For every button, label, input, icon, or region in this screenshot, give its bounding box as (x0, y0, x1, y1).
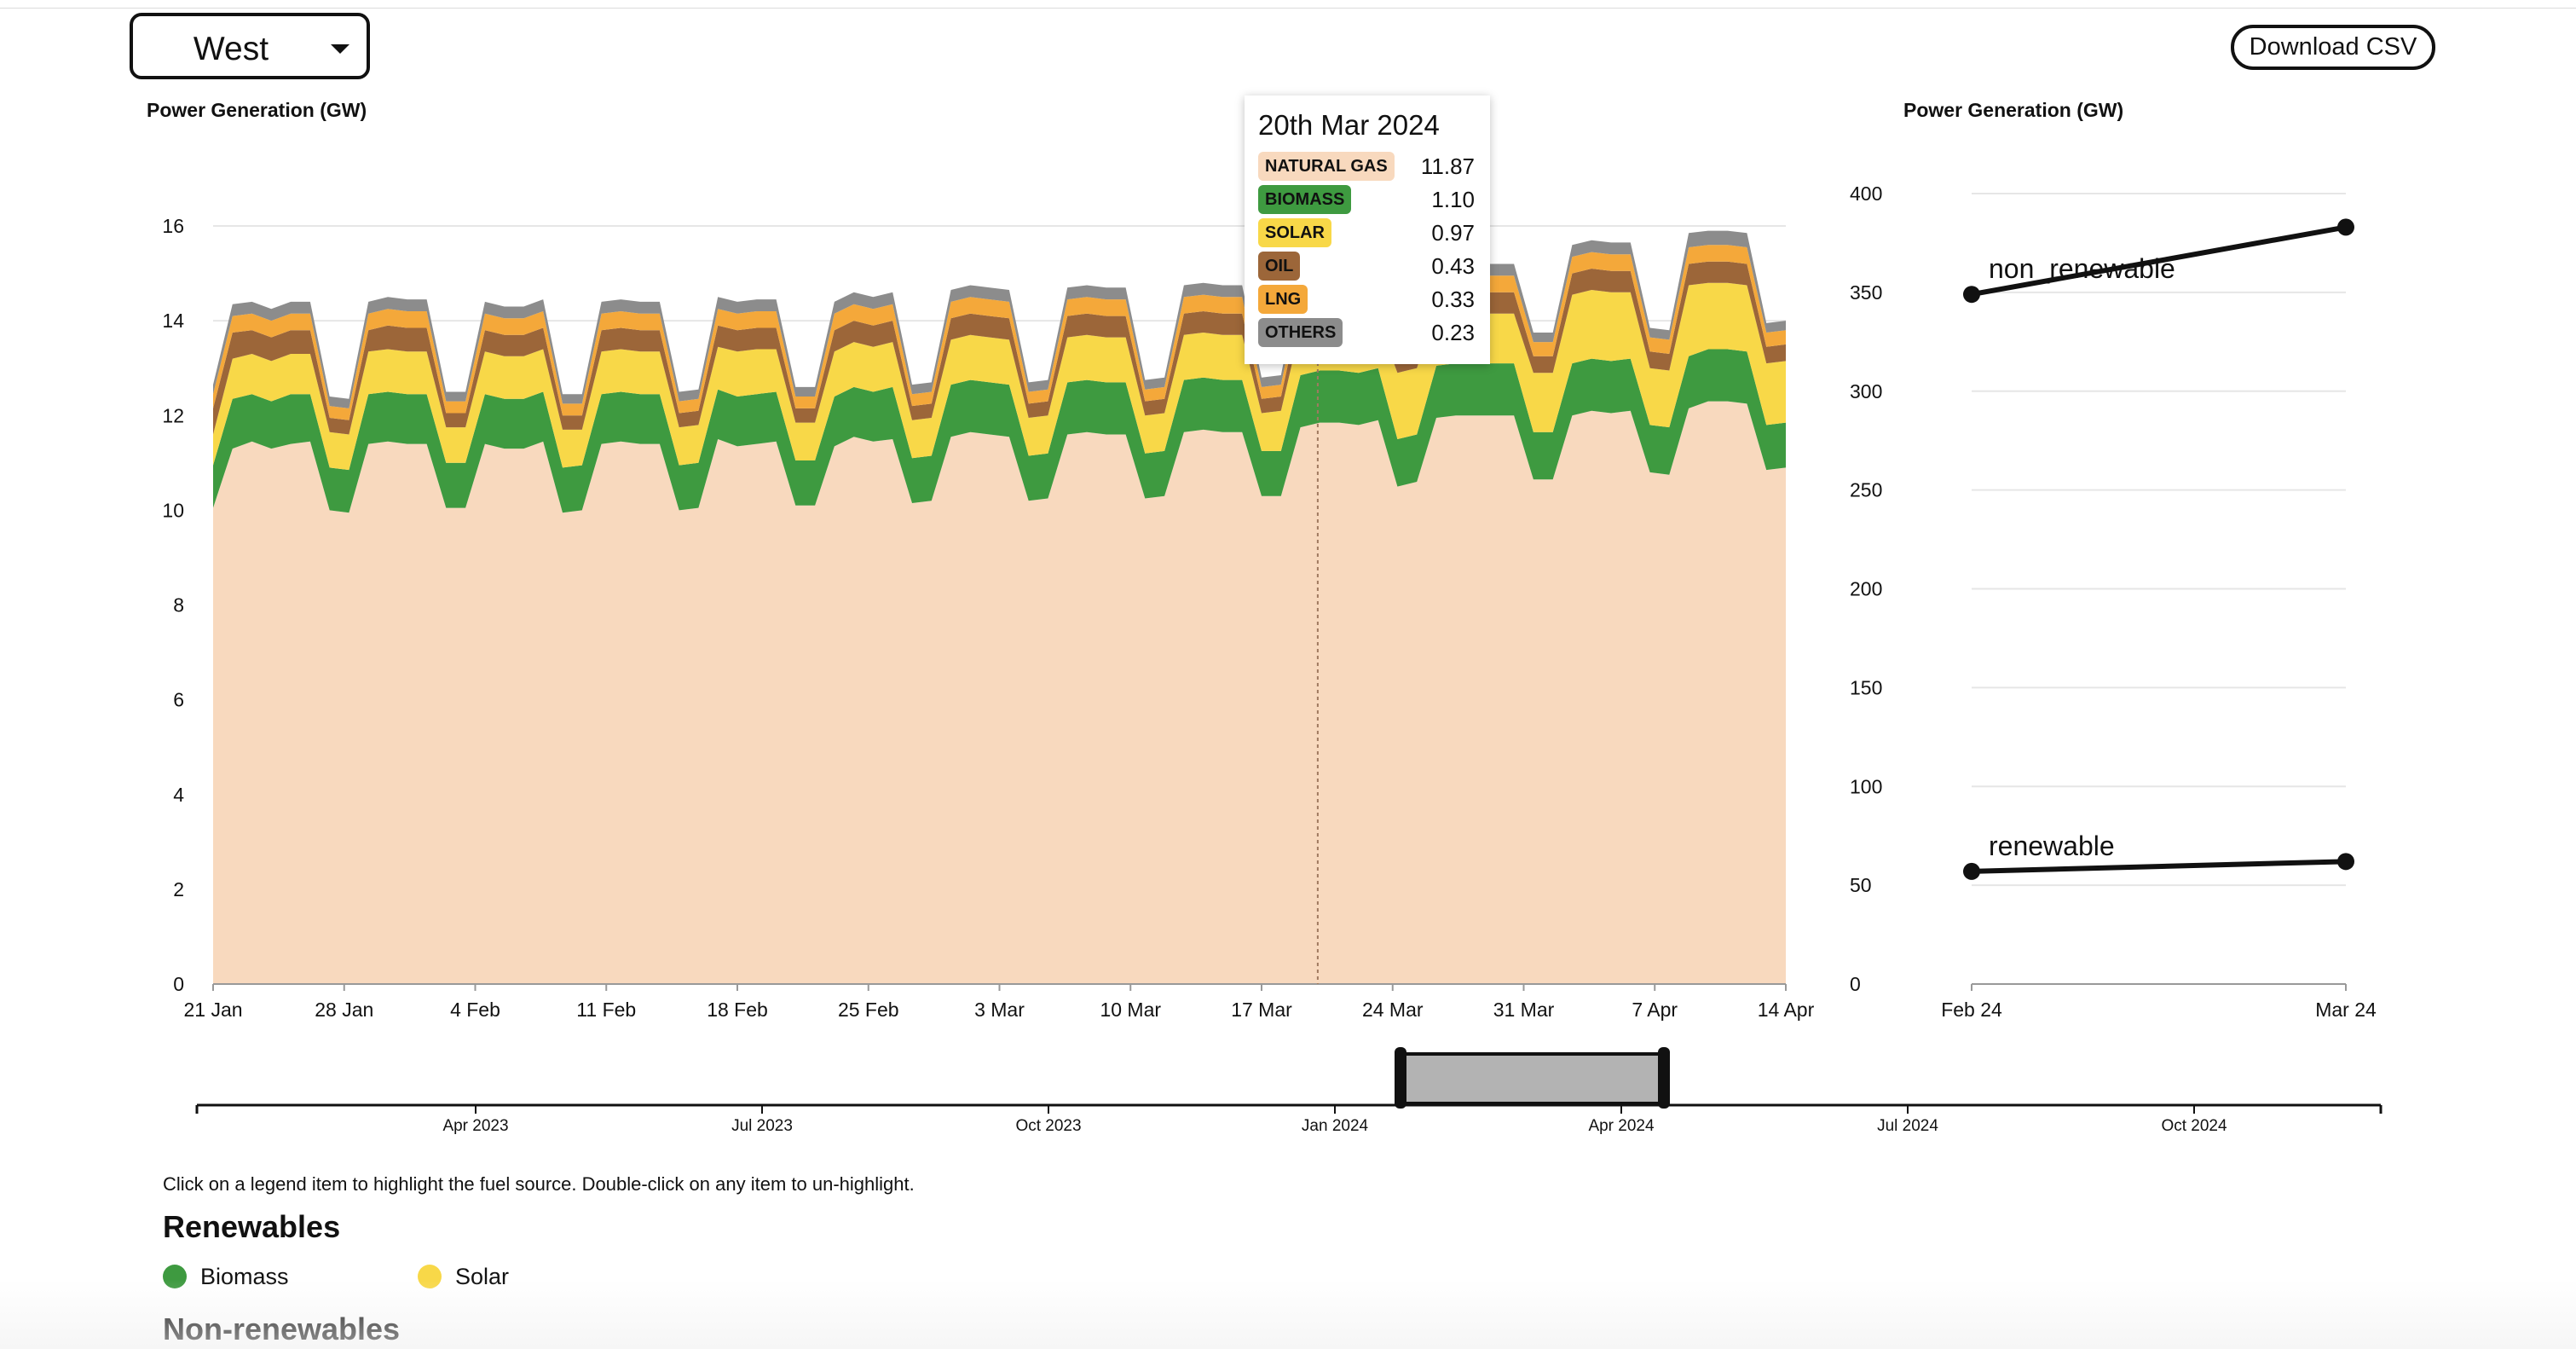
y-tick-label: 16 (162, 215, 184, 237)
biomass-color-dot (163, 1265, 187, 1288)
x-tick-label: 10 Mar (1100, 999, 1161, 1021)
main-chart-y-axis-title: Power Generation (GW) (147, 99, 367, 121)
side-chart-y-axis-title: Power Generation (GW) (1903, 99, 2124, 121)
tooltip-value: 11.87 (1420, 153, 1475, 179)
y-tick-label: 300 (1850, 380, 1882, 402)
brush-tick-label: Jul 2024 (1877, 1117, 1938, 1135)
x-tick-label: 11 Feb (576, 999, 636, 1021)
x-tick-label: 3 Mar (974, 999, 1025, 1021)
brush-tick-label: Jul 2023 (731, 1117, 793, 1135)
legend-item-solar[interactable]: Solar (418, 1262, 554, 1291)
data-point[interactable] (1963, 286, 1980, 304)
y-tick-label: 6 (173, 689, 184, 711)
y-tick-label: 14 (162, 310, 184, 332)
y-tick-label: 100 (1850, 775, 1882, 797)
tooltip-chip: NATURAL GAS (1258, 152, 1395, 181)
y-tick-label: 4 (173, 784, 184, 806)
x-tick-label: Feb 24 (1941, 999, 2002, 1021)
x-tick-label: 24 Mar (1362, 999, 1424, 1021)
tooltip-row-oil: OIL 0.43 (1258, 252, 1476, 282)
x-tick-label: 4 Feb (450, 999, 500, 1021)
tooltip-chip: OTHERS (1258, 318, 1343, 347)
top-border (0, 0, 2576, 9)
x-tick-label: 18 Feb (707, 999, 768, 1021)
brush-tick-label: Oct 2024 (2161, 1117, 2227, 1135)
y-tick-label: 0 (1850, 973, 1861, 995)
tooltip-row-others: OTHERS 0.23 (1258, 318, 1476, 349)
series-label: renewable (1989, 831, 2115, 861)
tooltip-row-natural-gas: NATURAL GAS 11.87 (1258, 152, 1476, 182)
tooltip-row-solar: SOLAR 0.97 (1258, 218, 1476, 249)
series-label: non_renewable (1989, 253, 2175, 284)
brush-tick-label: Apr 2023 (442, 1117, 508, 1135)
time-range-brush[interactable]: Apr 2023 Jul 2023 Oct 2023 Jan 2024 Apr 2024… (195, 1047, 2383, 1135)
solar-color-dot (418, 1265, 442, 1288)
area-series-oil[interactable] (213, 261, 1786, 435)
renewables-heading: Renewables (163, 1209, 341, 1244)
y-tick-label: 200 (1850, 578, 1882, 600)
area-series-lng[interactable] (213, 245, 1786, 420)
tooltip-chip: OIL (1258, 252, 1301, 281)
x-tick-label: 14 Apr (1758, 999, 1815, 1021)
brush-handle-left[interactable] (1395, 1047, 1406, 1109)
region-dropdown[interactable]: West (130, 13, 370, 79)
download-csv-button[interactable]: Download CSV (2231, 25, 2435, 70)
x-tick-label: 31 Mar (1493, 999, 1555, 1021)
legend-item-label: Solar (455, 1264, 510, 1289)
generation-stacked-area-chart[interactable]: 0 2 4 6 8 10 12 14 16 21 Jan 28 Jan 4 Feb 11 Feb 18 F… (162, 215, 1814, 1021)
tooltip-value: 0.33 (1431, 287, 1475, 312)
legend-item-label: Biomass (200, 1264, 289, 1289)
brush-selection[interactable] (1399, 1052, 1666, 1105)
line-series-renewable[interactable] (1971, 859, 2347, 874)
tooltip-value: 0.97 (1431, 220, 1475, 246)
x-tick-label: 28 Jan (315, 999, 373, 1021)
y-tick-label: 2 (173, 878, 184, 900)
x-tick-label: Mar 24 (2315, 999, 2377, 1021)
data-point[interactable] (2337, 218, 2354, 236)
charts-canvas: 0 2 4 6 8 10 12 14 16 21 Jan 28 Jan 4 Feb 11 Feb 18 F… (162, 182, 2383, 1135)
brush-tick-label: Apr 2024 (1588, 1117, 1655, 1135)
monthly-totals-line-chart[interactable]: 0 50 100 150 200 250 300 350 400 Feb 24 Mar 24 non_… (1850, 182, 2377, 1021)
x-tick-label: 25 Feb (838, 999, 899, 1021)
tooltip-value: 0.23 (1431, 320, 1475, 345)
x-tick-label: 17 Mar (1231, 999, 1292, 1021)
area-series-others[interactable] (213, 230, 1786, 408)
tooltip-value: 0.43 (1431, 253, 1475, 279)
tooltip-row-lng: LNG 0.33 (1258, 285, 1476, 316)
y-tick-label: 12 (162, 404, 184, 426)
tooltip-value: 1.10 (1431, 187, 1475, 212)
y-tick-label: 50 (1850, 874, 1872, 896)
brush-handle-right[interactable] (1658, 1047, 1670, 1109)
tooltip-row-biomass: BIOMASS 1.10 (1258, 185, 1476, 216)
y-tick-label: 250 (1850, 479, 1882, 501)
nonrenewables-heading: Non-renewables (163, 1311, 401, 1346)
legend-item-biomass[interactable]: Biomass (163, 1262, 316, 1291)
hover-tooltip: 20th Mar 2024 NATURAL GAS 11.87 BIOMASS … (1245, 96, 1490, 364)
data-point[interactable] (1963, 862, 1980, 880)
x-tick-label: 7 Apr (1632, 999, 1678, 1021)
legend-instructions: Click on a legend item to highlight the … (163, 1173, 915, 1195)
brush-tick-label: Oct 2023 (1015, 1117, 1081, 1135)
tooltip-chip: LNG (1258, 285, 1308, 314)
y-tick-label: 0 (173, 973, 184, 995)
area-series-natural-gas[interactable] (213, 401, 1786, 985)
tooltip-chip: BIOMASS (1258, 185, 1352, 214)
tooltip-date: 20th Mar 2024 (1258, 109, 1440, 141)
y-tick-label: 350 (1850, 281, 1882, 304)
y-tick-label: 150 (1850, 676, 1882, 698)
chevron-down-icon[interactable] (331, 44, 349, 54)
y-tick-label: 10 (162, 499, 184, 521)
area-series-solar[interactable] (213, 282, 1786, 471)
y-tick-label: 8 (173, 594, 184, 617)
x-tick-label: 21 Jan (183, 999, 242, 1021)
region-selected-value: West (193, 31, 269, 67)
tooltip-chip: SOLAR (1258, 218, 1331, 247)
line-series-non-renewable[interactable] (1971, 224, 2347, 298)
y-tick-label: 400 (1850, 182, 1882, 205)
data-point[interactable] (2337, 853, 2354, 871)
area-series-biomass[interactable] (213, 349, 1786, 513)
brush-tick-label: Jan 2024 (1302, 1117, 1369, 1135)
